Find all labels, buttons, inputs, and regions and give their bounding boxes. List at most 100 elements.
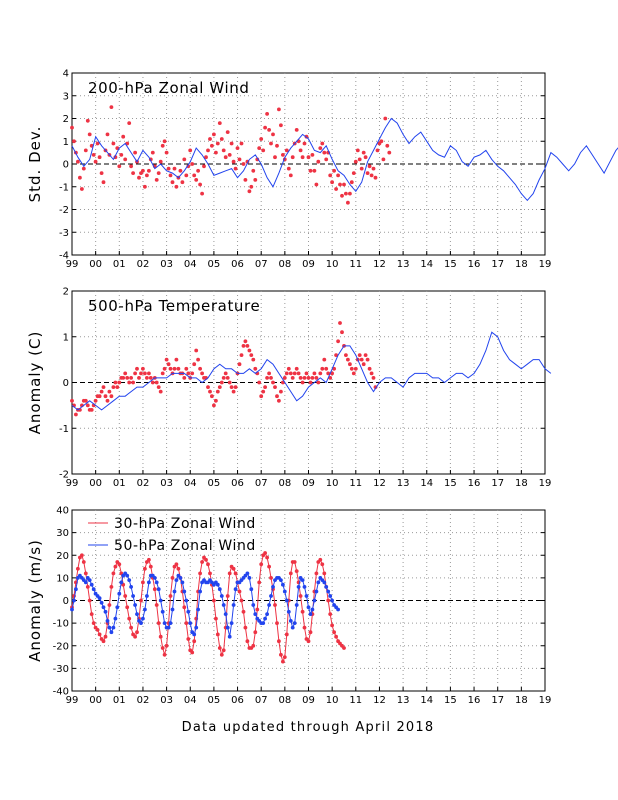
data-point-blue <box>117 591 122 596</box>
data-point-red <box>113 564 118 569</box>
data-point-red <box>235 146 240 151</box>
data-point-blue <box>101 605 106 610</box>
data-point-red <box>158 159 163 164</box>
data-point-red <box>269 376 273 380</box>
data-point-red <box>251 168 256 173</box>
panel-200hpa-zonal-wind: 99 00 01 02 03 04 05 06 07 08 09 10 11 12 13 14 15 16 17 18… <box>26 69 618 270</box>
data-point-red <box>363 155 368 160</box>
data-point-red <box>212 132 216 137</box>
data-point-red <box>332 630 336 635</box>
data-point-red <box>80 187 84 191</box>
data-point-red <box>340 330 344 335</box>
data-point-red <box>281 659 285 664</box>
data-point-red <box>101 639 106 644</box>
data-point-red <box>263 385 267 389</box>
data-point-red <box>263 551 267 555</box>
data-point-red <box>125 605 130 610</box>
data-point-red <box>95 141 100 146</box>
data-point-red <box>206 148 210 153</box>
data-point-red <box>243 339 248 344</box>
data-point-blue <box>336 607 340 612</box>
data-point-red <box>137 175 141 180</box>
legend-label: 30-hPa Zonal Wind <box>114 516 256 532</box>
data-point-blue <box>184 598 189 603</box>
data-point-red <box>190 371 195 376</box>
data-point-blue <box>198 589 203 594</box>
data-point-blue <box>111 625 116 630</box>
x-tick-label: 13 <box>397 695 410 706</box>
data-point-red <box>127 616 132 621</box>
data-point-red <box>204 155 208 160</box>
data-point-red <box>241 344 246 348</box>
data-point-red <box>152 587 157 592</box>
data-point-red <box>129 376 134 380</box>
data-point-red <box>361 150 366 155</box>
data-point-red <box>267 564 271 569</box>
data-point-blue <box>87 578 92 582</box>
data-point-red <box>348 362 352 367</box>
data-point-red <box>105 132 110 137</box>
data-point-red <box>308 380 313 385</box>
x-tick-label: 09 <box>302 478 315 489</box>
data-point-blue <box>103 609 108 614</box>
data-point-red <box>338 182 342 187</box>
data-point-blue <box>288 619 293 623</box>
data-point-red <box>135 366 139 371</box>
x-tick-label: 19 <box>539 695 552 706</box>
data-point-red <box>166 362 171 367</box>
y-tick-label: -30 <box>53 664 69 675</box>
x-tick-label: 11 <box>349 478 362 489</box>
data-point-red <box>247 348 252 353</box>
data-point-red <box>133 371 138 376</box>
data-point-red <box>160 646 165 650</box>
data-point-blue <box>131 594 136 598</box>
x-tick-label: 00 <box>89 259 102 270</box>
data-point-red <box>174 357 179 362</box>
x-tick-label: 99 <box>66 478 79 489</box>
data-point-blue <box>225 625 230 630</box>
data-point-red <box>168 594 173 598</box>
data-point-red <box>300 155 305 160</box>
data-point-red <box>178 168 183 173</box>
data-point-red <box>192 639 197 644</box>
data-point-red <box>361 362 366 367</box>
data-point-red <box>349 180 354 185</box>
data-point-red <box>253 630 258 635</box>
data-point-red <box>143 184 147 189</box>
data-point-red <box>227 153 232 157</box>
y-axis-label: Anomaly (C) <box>26 331 44 435</box>
data-point-red <box>150 150 155 155</box>
data-point-red <box>279 389 283 394</box>
data-point-red <box>208 389 212 394</box>
data-point-blue <box>269 594 273 598</box>
data-point-red <box>340 193 344 198</box>
data-point-red <box>223 155 228 160</box>
data-point-red <box>365 357 370 362</box>
data-point-red <box>263 125 267 130</box>
data-point-red <box>318 557 323 562</box>
data-point-red <box>292 560 297 564</box>
data-point-red <box>383 116 388 121</box>
data-point-red <box>76 159 80 164</box>
data-point-blue <box>162 621 167 625</box>
data-point-blue <box>188 621 193 625</box>
data-point-red <box>298 148 303 153</box>
data-point-blue <box>97 596 102 601</box>
data-point-red <box>97 155 102 160</box>
data-point-red <box>101 385 106 389</box>
data-point-red <box>208 571 212 576</box>
x-tick-label: 07 <box>255 478 268 489</box>
data-point-blue <box>154 580 159 585</box>
data-point-blue <box>263 616 267 621</box>
x-tick-label: 12 <box>373 259 386 270</box>
data-point-red <box>288 371 293 376</box>
data-point-red <box>275 621 279 625</box>
data-point-red <box>148 564 153 569</box>
data-point-red <box>131 380 136 385</box>
data-point-red <box>300 609 305 614</box>
data-point-red <box>206 562 210 567</box>
x-tick-label: 02 <box>137 259 150 270</box>
data-point-red <box>379 139 384 144</box>
data-point-blue <box>70 607 74 612</box>
data-point-red <box>166 166 171 171</box>
